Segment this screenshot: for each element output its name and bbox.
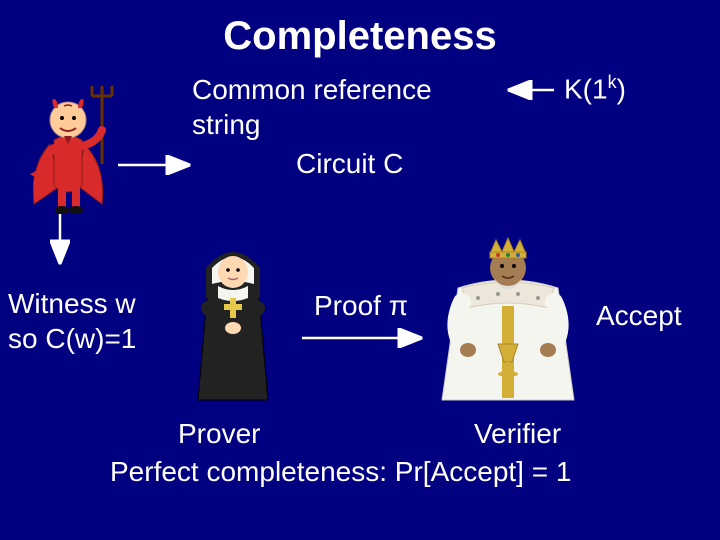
nun-character <box>178 228 288 408</box>
completeness-statement: Perfect completeness: Pr[Accept] = 1 <box>110 456 571 488</box>
crs-line1: Common reference <box>192 74 432 105</box>
circuit-label: Circuit C <box>296 148 403 180</box>
witness-line2: so C(w)=1 <box>8 323 136 354</box>
k-sup: k <box>608 72 617 92</box>
slide-title: Completeness <box>0 14 720 59</box>
accept-label: Accept <box>596 300 682 332</box>
k-function: K(1k) <box>564 72 626 105</box>
k-base: K(1 <box>564 73 608 104</box>
verifier-character <box>428 228 588 408</box>
witness-line1: Witness w <box>8 288 136 319</box>
devil-character <box>20 86 120 216</box>
prover-label: Prover <box>178 418 260 450</box>
crs-line2: string <box>192 109 260 140</box>
k-tail: ) <box>617 73 626 104</box>
proof-label: Proof π <box>314 290 408 322</box>
verifier-label: Verifier <box>474 418 561 450</box>
witness-label: Witness w so C(w)=1 <box>8 286 136 356</box>
crs-label: Common reference string <box>192 72 432 142</box>
